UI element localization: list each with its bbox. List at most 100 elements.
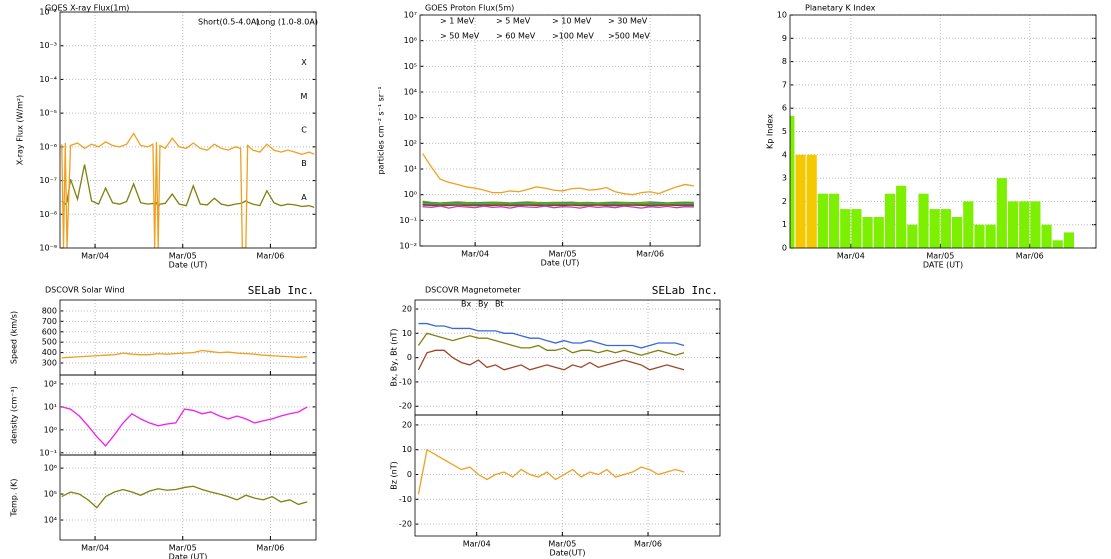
- chart-title: GOES Proton Flux(5m): [425, 4, 514, 13]
- y-tick-label: 7: [782, 80, 787, 89]
- series-line: [417, 448, 685, 495]
- y-axis-label: Speed (km/s): [10, 311, 19, 364]
- y-tick-label: 10⁻¹: [399, 216, 417, 225]
- series-line: [61, 164, 315, 209]
- bar: [1052, 240, 1063, 248]
- x-tick-label: Mar/06: [1016, 252, 1044, 261]
- legend-label: > 10 MeV: [552, 17, 592, 26]
- y-tick-label: 10³: [404, 113, 417, 122]
- y-tick-label: 300: [42, 359, 57, 368]
- y-tick-label: 10¹: [404, 165, 417, 174]
- series-line: [422, 204, 694, 207]
- chart-title: DSCOVR Solar Wind: [45, 286, 125, 295]
- series-line: [422, 153, 694, 196]
- y-tick-label: 10⁵: [404, 62, 417, 71]
- y-tick-label: 20: [402, 420, 412, 429]
- bar: [862, 217, 873, 248]
- y-tick-label: 10¹: [44, 402, 57, 411]
- x-tick-label: Mar/06: [256, 544, 284, 553]
- x-axis-label: Date (UT): [541, 259, 580, 268]
- bar: [996, 178, 1007, 248]
- plot-frame: [59, 454, 317, 541]
- y-axis-label: Temp. (K): [10, 479, 19, 518]
- x-tick-label: Mar/04: [837, 252, 865, 261]
- bar: [840, 209, 851, 248]
- y-tick-label: 0: [782, 244, 787, 253]
- y-tick-label: 10⁻³: [39, 41, 57, 50]
- x-tick-label: Mar/04: [463, 540, 491, 549]
- y-tick-label: -20: [399, 402, 412, 411]
- y-tick-label: 1: [782, 220, 787, 229]
- y-tick-label: 500: [42, 338, 57, 347]
- flare-class-label: A: [301, 193, 307, 202]
- x-tick-label: Mar/05: [548, 540, 576, 549]
- bar: [1007, 201, 1019, 248]
- plot-frame: [59, 374, 317, 456]
- bar: [806, 154, 817, 248]
- y-tick-label: 10⁷: [404, 11, 417, 20]
- series-line: [417, 349, 685, 371]
- series-line: [422, 205, 694, 209]
- bar: [907, 224, 918, 248]
- series-line: [417, 332, 685, 356]
- y-tick-label: 600: [42, 327, 57, 336]
- y-tick-label: 2: [782, 197, 787, 206]
- legend-label: Bx: [461, 300, 471, 309]
- legend-label: > 60 MeV: [496, 32, 536, 41]
- y-tick-label: 10: [402, 329, 412, 338]
- chart-title: Planetary K Index: [805, 4, 876, 13]
- y-tick-label: 9: [782, 34, 787, 43]
- x-tick-label: Mar/04: [81, 252, 109, 261]
- y-axis-label: Kp Index: [766, 114, 775, 149]
- x-tick-label: Mar/06: [636, 250, 664, 259]
- plot-frame: [789, 14, 1097, 249]
- legend-label: Short(0.5-4.0A): [198, 18, 260, 27]
- bar: [1063, 232, 1075, 248]
- bar: [851, 209, 862, 248]
- series-line: [61, 132, 315, 248]
- x-tick-label: Mar/05: [549, 250, 577, 259]
- y-tick-label: 8: [782, 57, 787, 66]
- y-tick-label: 10⁻⁶: [39, 142, 57, 151]
- y-tick-label: 10⁻⁵: [39, 109, 57, 118]
- flare-class-label: B: [301, 159, 307, 168]
- y-tick-label: 10⁶: [404, 36, 417, 45]
- plot-frame: [59, 299, 317, 376]
- x-tick-label: Mar/05: [926, 252, 954, 261]
- bar: [1041, 224, 1052, 248]
- y-tick-label: 10⁰: [404, 190, 417, 199]
- y-tick-label: 6: [782, 104, 787, 113]
- bar: [963, 201, 974, 248]
- y-tick-label: 10: [777, 11, 787, 20]
- plot-frame: [419, 14, 701, 247]
- y-tick-label: 4: [782, 150, 787, 159]
- x-tick-label: Mar/05: [169, 252, 197, 261]
- y-tick-label: 10⁵: [44, 490, 57, 499]
- bar: [828, 193, 840, 248]
- y-tick-label: 20: [402, 304, 412, 313]
- bar: [1019, 201, 1030, 248]
- bar: [985, 224, 996, 248]
- legend-label: >100 MeV: [552, 32, 594, 41]
- bar: [1030, 201, 1041, 248]
- y-tick-label: 700: [42, 317, 57, 326]
- chart-title: GOES X-ray Flux(1m): [45, 4, 129, 13]
- y-tick-label: 0: [407, 353, 412, 362]
- series-line: [418, 322, 685, 349]
- x-tick-label: Mar/04: [461, 250, 489, 259]
- y-tick-label: 5: [782, 127, 787, 136]
- bar: [918, 193, 929, 248]
- y-tick-label: 10⁻⁴: [39, 75, 57, 84]
- bar: [929, 209, 940, 248]
- plot-frame: [59, 11, 317, 249]
- series-line: [422, 200, 694, 204]
- series-line: [422, 202, 694, 205]
- y-tick-label: 10⁰: [44, 425, 57, 434]
- flare-class-label: M: [301, 92, 308, 101]
- y-tick-label: 10⁻⁷: [39, 176, 57, 185]
- bar: [873, 217, 884, 248]
- y-tick-label: -10: [399, 495, 412, 504]
- y-axis-label: Bz (nT): [390, 461, 399, 489]
- plot-frame: [414, 414, 721, 537]
